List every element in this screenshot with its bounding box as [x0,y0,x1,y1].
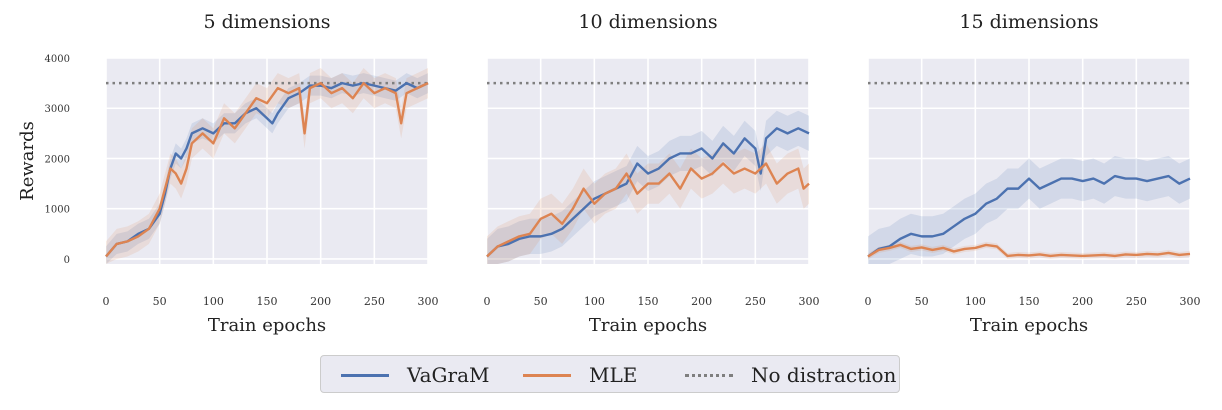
x-tick-label: 150 [638,295,659,308]
x-tick-label: 200 [691,295,712,308]
series-line-mle [486,162,810,258]
y-axis-label: Rewards [17,121,38,201]
legend-label-vagram: VaGraM [407,363,490,387]
legend: VaGraM MLE No distraction [320,355,900,393]
y-tick-label: 1000 [45,205,70,216]
series-band-vagram [868,155,1190,264]
legend-label-no-distraction: No distraction [751,363,897,387]
x-tick-label: 0 [103,295,110,308]
x-tick-label: 200 [1072,295,1093,308]
series-band-mle [487,143,809,264]
x-tick-label: 300 [1180,295,1201,308]
legend-item-vagram: VaGraM [341,356,489,394]
chart-title: 15 dimensions [959,11,1098,33]
legend-swatch-mle [523,373,571,377]
x-tick-label: 0 [484,295,491,308]
chart-panel-3: 0 50 100 150 200 250 300 15 dimensions Train epo… [865,11,1201,336]
legend-item-mle: MLE [523,356,637,394]
legend-swatch-vagram [341,373,389,377]
x-tick-label: 150 [257,295,278,308]
legend-label-mle: MLE [589,363,638,387]
series-line-mle [867,243,1191,258]
x-tick-label: 300 [418,295,439,308]
y-tick-label: 3000 [45,104,70,115]
x-axis-label: Train epochs [208,315,326,336]
chart-title: 10 dimensions [578,11,717,33]
legend-item-no-distraction: No distraction [685,356,896,394]
chart-panel-2: 0 50 100 150 200 250 300 10 dimensions Train epo… [484,11,820,336]
series-line-vagram [105,81,429,258]
x-tick-label: 250 [1126,295,1147,308]
x-tick-label: 150 [1019,295,1040,308]
x-tick-label: 250 [364,295,385,308]
x-tick-label: 100 [203,295,224,308]
x-tick-label: 100 [965,295,986,308]
x-axis-label: Train epochs [589,315,707,336]
x-tick-label: 100 [584,295,605,308]
x-tick-label: 50 [534,295,548,308]
legend-swatch-no-distraction [685,373,733,377]
series-line-mle [105,81,429,258]
y-tick-label: 2000 [45,154,70,165]
x-tick-label: 300 [799,295,820,308]
x-tick-label: 50 [915,295,929,308]
x-tick-label: 0 [865,295,872,308]
x-tick-label: 250 [745,295,766,308]
y-tick-label: 4000 [45,54,70,65]
x-tick-label: 200 [310,295,331,308]
series-line-vagram [867,174,1191,258]
x-tick-label: 50 [153,295,167,308]
y-tick-label: 0 [64,255,70,266]
chart-title: 5 dimensions [203,11,330,33]
x-axis-label: Train epochs [970,315,1088,336]
